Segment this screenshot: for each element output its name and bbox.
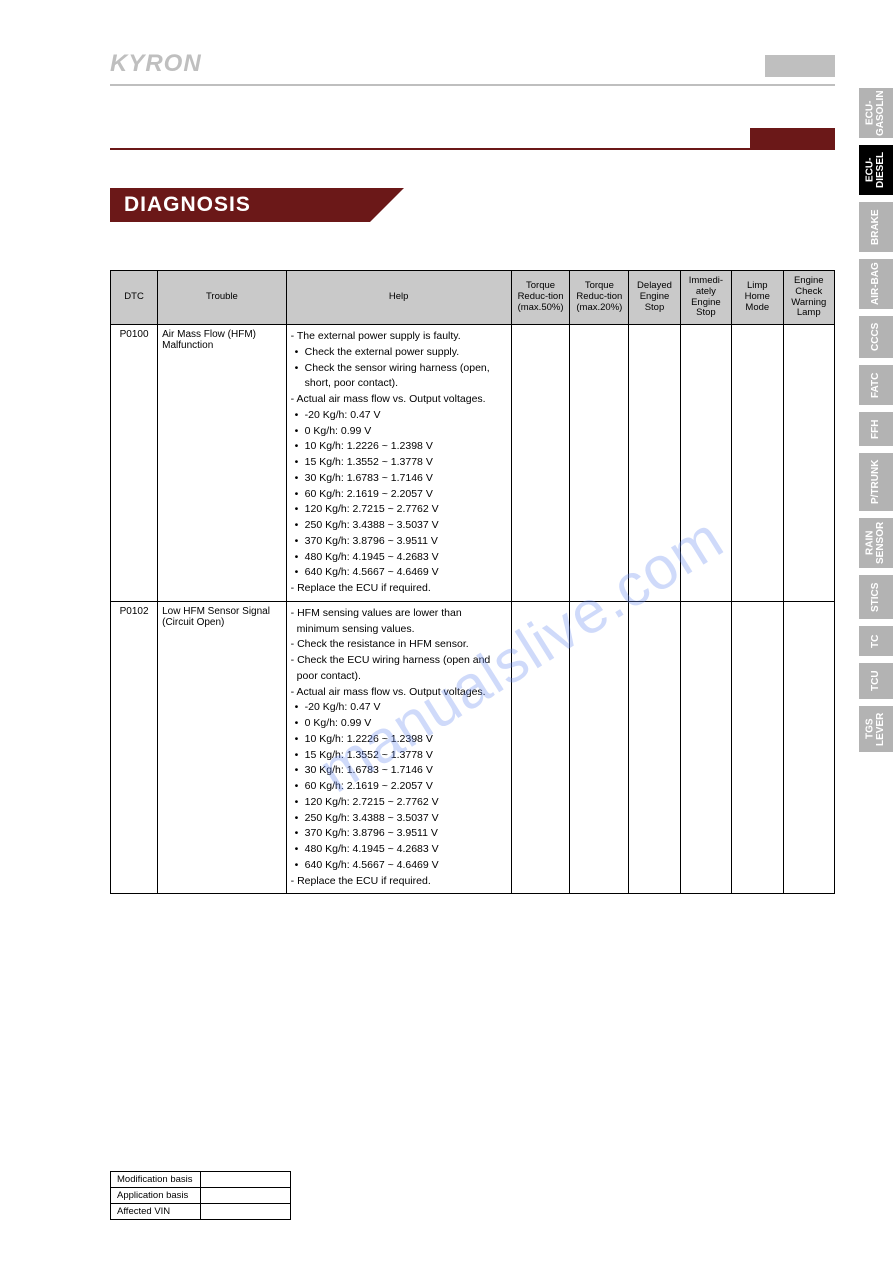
table-row: P0100Air Mass Flow (HFM) Malfunction- Th… xyxy=(111,325,835,602)
empty-cell xyxy=(511,601,570,894)
dtc-cell: P0100 xyxy=(111,325,158,602)
side-tab[interactable]: BRAKE xyxy=(859,202,893,252)
help-line: 640 Kg/h: 4.5667 ~ 4.6469 V xyxy=(291,858,507,874)
column-header: Torque Reduc-tion (max.20%) xyxy=(570,271,629,325)
trouble-cell: Air Mass Flow (HFM) Malfunction xyxy=(158,325,287,602)
side-tab[interactable]: P/TRUNK xyxy=(859,453,893,511)
footer-row: Application basis xyxy=(111,1188,291,1204)
help-line: Check the sensor wiring harness (open, s… xyxy=(291,361,507,393)
help-line: 10 Kg/h: 1.2226 ~ 1.2398 V xyxy=(291,732,507,748)
help-line: 250 Kg/h: 3.4388 ~ 3.5037 V xyxy=(291,811,507,827)
red-marker-box xyxy=(750,128,835,148)
footer-label: Modification basis xyxy=(111,1172,201,1188)
empty-cell xyxy=(732,325,783,602)
footer-row: Modification basis xyxy=(111,1172,291,1188)
maroon-rule xyxy=(110,148,835,150)
side-tab[interactable]: ECU- DIESEL xyxy=(859,145,893,195)
column-header: DTC xyxy=(111,271,158,325)
side-tabs: ECU- GASOLIN ECU- DIESEL BRAKE AIR-BAG CCCS F… xyxy=(859,88,893,752)
help-line: - Check the ECU wiring harness (open and… xyxy=(291,653,507,685)
empty-cell xyxy=(680,325,731,602)
footer-value xyxy=(201,1188,291,1204)
help-line: 640 Kg/h: 4.5667 ~ 4.6469 V xyxy=(291,565,507,581)
help-cell: - HFM sensing values are lower than mini… xyxy=(286,601,511,894)
help-line: 480 Kg/h: 4.1945 ~ 4.2683 V xyxy=(291,550,507,566)
help-line: 250 Kg/h: 3.4388 ~ 3.5037 V xyxy=(291,518,507,534)
side-tab[interactable]: ECU- GASOLIN xyxy=(859,88,893,138)
side-tab[interactable]: TCU xyxy=(859,663,893,699)
dtc-table: DTCTroubleHelpTorque Reduc-tion (max.50%… xyxy=(110,270,835,894)
side-tab[interactable]: FATC xyxy=(859,365,893,405)
footer-label: Affected VIN xyxy=(111,1204,201,1220)
help-line: -20 Kg/h: 0.47 V xyxy=(291,700,507,716)
help-line: 15 Kg/h: 1.3552 ~ 1.3778 V xyxy=(291,455,507,471)
side-tab[interactable]: TC xyxy=(859,626,893,656)
help-line: Check the external power supply. xyxy=(291,345,507,361)
table-body: P0100Air Mass Flow (HFM) Malfunction- Th… xyxy=(111,325,835,894)
help-line: -20 Kg/h: 0.47 V xyxy=(291,408,507,424)
side-tab[interactable]: TGS LEVER xyxy=(859,706,893,752)
help-line: - The external power supply is faulty. xyxy=(291,329,507,345)
top-rule xyxy=(110,84,835,86)
empty-cell xyxy=(732,601,783,894)
empty-cell xyxy=(783,601,835,894)
help-line: - Actual air mass flow vs. Output voltag… xyxy=(291,685,507,701)
side-tab[interactable]: CCCS xyxy=(859,316,893,358)
help-line: 30 Kg/h: 1.6783 ~ 1.7146 V xyxy=(291,763,507,779)
help-line: 370 Kg/h: 3.8796 ~ 3.9511 V xyxy=(291,534,507,550)
column-header: Help xyxy=(286,271,511,325)
help-line: 370 Kg/h: 3.8796 ~ 3.9511 V xyxy=(291,826,507,842)
footer-value xyxy=(201,1204,291,1220)
help-cell: - The external power supply is faulty.Ch… xyxy=(286,325,511,602)
empty-cell xyxy=(570,325,629,602)
help-line: 60 Kg/h: 2.1619 ~ 2.2057 V xyxy=(291,779,507,795)
empty-cell xyxy=(783,325,835,602)
help-line: 30 Kg/h: 1.6783 ~ 1.7146 V xyxy=(291,471,507,487)
empty-cell xyxy=(511,325,570,602)
column-header: Immedi-ately Engine Stop xyxy=(680,271,731,325)
table-row: P0102Low HFM Sensor Signal (Circuit Open… xyxy=(111,601,835,894)
help-line: - Replace the ECU if required. xyxy=(291,581,507,597)
help-line: - Replace the ECU if required. xyxy=(291,874,507,890)
column-header: Torque Reduc-tion (max.50%) xyxy=(511,271,570,325)
footer-table: Modification basisApplication basisAffec… xyxy=(110,1171,291,1220)
help-line: 0 Kg/h: 0.99 V xyxy=(291,424,507,440)
empty-cell xyxy=(629,325,680,602)
side-tab[interactable]: FFH xyxy=(859,412,893,446)
empty-cell xyxy=(629,601,680,894)
help-line: 15 Kg/h: 1.3552 ~ 1.3778 V xyxy=(291,748,507,764)
empty-cell xyxy=(570,601,629,894)
help-line: 480 Kg/h: 4.1945 ~ 4.2683 V xyxy=(291,842,507,858)
page-content: KYRON DIAGNOSIS DTCTroubleHelpTorque Red… xyxy=(110,50,835,1220)
trouble-cell: Low HFM Sensor Signal (Circuit Open) xyxy=(158,601,287,894)
help-line: 120 Kg/h: 2.7215 ~ 2.7762 V xyxy=(291,502,507,518)
help-line: - HFM sensing values are lower than mini… xyxy=(291,606,507,638)
column-header: Delayed Engine Stop xyxy=(629,271,680,325)
top-gray-box xyxy=(765,55,835,77)
table-header-row: DTCTroubleHelpTorque Reduc-tion (max.50%… xyxy=(111,271,835,325)
column-header: Limp Home Mode xyxy=(732,271,783,325)
section-title: DIAGNOSIS xyxy=(110,188,370,222)
footer-label: Application basis xyxy=(111,1188,201,1204)
side-tab[interactable]: RAIN SENSOR xyxy=(859,518,893,568)
help-line: 0 Kg/h: 0.99 V xyxy=(291,716,507,732)
help-line: 60 Kg/h: 2.1619 ~ 2.2057 V xyxy=(291,487,507,503)
footer-value xyxy=(201,1172,291,1188)
help-line: - Check the resistance in HFM sensor. xyxy=(291,637,507,653)
side-tab[interactable]: AIR-BAG xyxy=(859,259,893,309)
side-tab[interactable]: STICS xyxy=(859,575,893,619)
help-line: 10 Kg/h: 1.2226 ~ 1.2398 V xyxy=(291,439,507,455)
footer-row: Affected VIN xyxy=(111,1204,291,1220)
empty-cell xyxy=(680,601,731,894)
brand-logo: KYRON xyxy=(110,50,835,78)
column-header: Engine Check Warning Lamp xyxy=(783,271,835,325)
help-line: - Actual air mass flow vs. Output voltag… xyxy=(291,392,507,408)
dtc-cell: P0102 xyxy=(111,601,158,894)
help-line: 120 Kg/h: 2.7215 ~ 2.7762 V xyxy=(291,795,507,811)
column-header: Trouble xyxy=(158,271,287,325)
table-head: DTCTroubleHelpTorque Reduc-tion (max.50%… xyxy=(111,271,835,325)
